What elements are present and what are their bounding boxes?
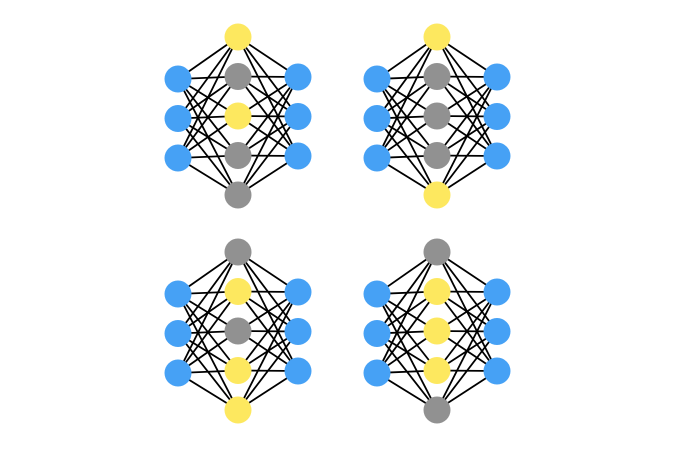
input-hidden-edge <box>177 75 239 159</box>
hidden-node-dropped <box>224 181 252 209</box>
output-node <box>284 63 312 91</box>
input-hidden-edge <box>376 36 438 120</box>
input-node <box>363 359 391 387</box>
hidden-node-active <box>224 357 252 384</box>
output-node <box>483 103 511 130</box>
output-node <box>483 142 511 170</box>
hidden-node-active <box>224 396 252 424</box>
hidden-node-dropped <box>224 238 252 266</box>
hidden-node-dropped <box>423 396 451 424</box>
input-hidden-edge <box>177 36 239 120</box>
input-hidden-edge <box>376 251 438 335</box>
hidden-node-active <box>224 23 252 51</box>
hidden-node-dropped <box>423 63 451 90</box>
hidden-output-edge <box>436 291 498 411</box>
hidden-output-edge <box>237 76 299 157</box>
input-node <box>363 320 391 347</box>
hidden-node-dropped <box>224 142 252 169</box>
output-node <box>284 278 312 306</box>
input-hidden-edge <box>376 36 438 159</box>
input-hidden-edge <box>177 251 239 374</box>
output-node <box>284 318 312 345</box>
hidden-node-active <box>423 278 451 305</box>
input-node <box>164 105 192 132</box>
hidden-output-edge <box>237 291 299 372</box>
output-node <box>284 142 312 170</box>
input-hidden-edge <box>376 251 438 374</box>
input-node <box>363 65 391 93</box>
hidden-node-dropped <box>423 142 451 169</box>
hidden-output-edge <box>237 330 299 411</box>
hidden-output-edge <box>237 76 299 196</box>
input-hidden-edge <box>376 75 438 159</box>
hidden-node-active <box>423 317 451 345</box>
hidden-node-dropped <box>423 102 451 130</box>
input-node <box>164 144 192 172</box>
network-bottom-left <box>164 238 312 424</box>
output-node <box>483 318 511 345</box>
output-node <box>284 103 312 130</box>
hidden-node-dropped <box>423 238 451 266</box>
input-node <box>363 280 391 308</box>
output-node <box>483 278 511 306</box>
output-node <box>284 357 312 385</box>
input-hidden-edge <box>177 36 239 159</box>
input-node <box>363 144 391 172</box>
hidden-node-dropped <box>224 317 252 345</box>
hidden-output-edge <box>436 330 498 411</box>
hidden-output-edge <box>436 76 498 196</box>
output-node <box>483 357 511 385</box>
input-node <box>164 320 192 347</box>
hidden-output-edge <box>436 291 498 372</box>
hidden-node-active <box>423 357 451 384</box>
input-hidden-edge <box>177 290 239 374</box>
hidden-node-active <box>423 23 451 51</box>
hidden-output-edge <box>237 291 299 411</box>
input-hidden-edge <box>376 290 438 374</box>
input-node <box>164 280 192 308</box>
input-hidden-edge <box>177 251 239 335</box>
network-top-right <box>363 23 511 209</box>
hidden-node-active <box>224 278 252 305</box>
hidden-node-dropped <box>224 63 252 90</box>
hidden-output-edge <box>436 115 498 196</box>
input-node <box>164 65 192 93</box>
hidden-node-active <box>224 102 252 130</box>
input-node <box>164 359 192 387</box>
hidden-node-active <box>423 181 451 209</box>
output-node <box>483 63 511 91</box>
hidden-output-edge <box>237 115 299 196</box>
network-top-left <box>164 23 312 209</box>
input-node <box>363 105 391 132</box>
hidden-output-edge <box>436 76 498 157</box>
network-bottom-right <box>363 238 511 424</box>
